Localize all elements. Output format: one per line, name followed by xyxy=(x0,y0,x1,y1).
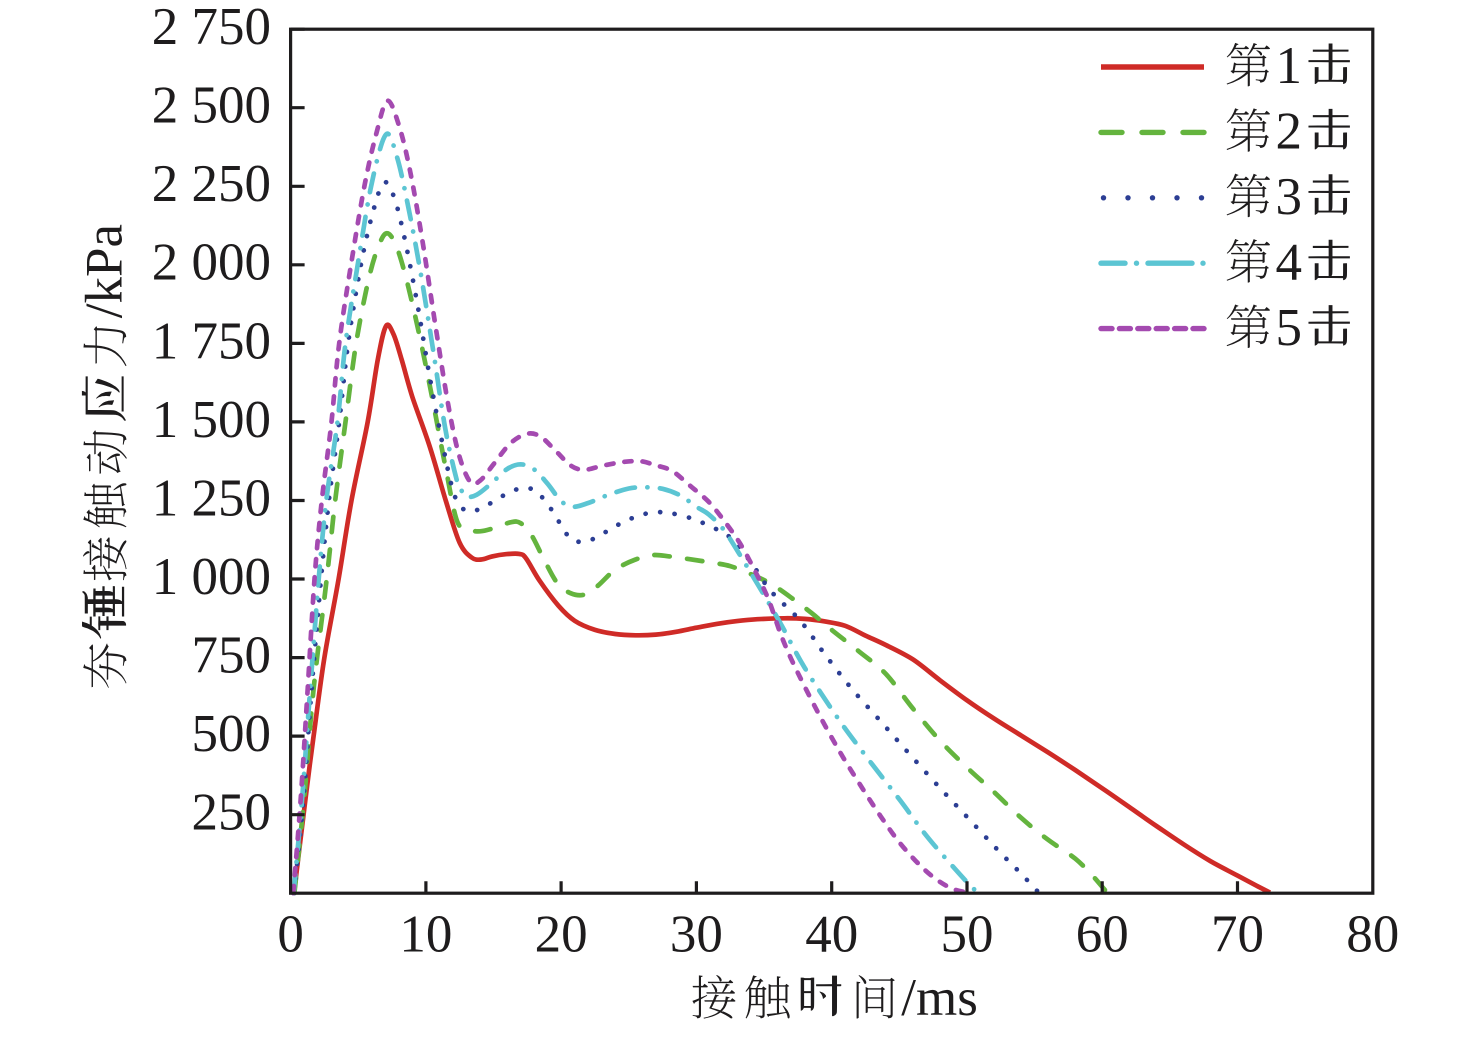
svg-text:20: 20 xyxy=(535,906,588,964)
svg-text:500: 500 xyxy=(192,705,272,763)
svg-text:40: 40 xyxy=(805,906,858,964)
svg-text:30: 30 xyxy=(670,906,723,964)
svg-text:/ms: /ms xyxy=(901,969,978,1027)
svg-text:250: 250 xyxy=(192,784,272,842)
svg-text:1 500: 1 500 xyxy=(152,391,271,449)
svg-text:5: 5 xyxy=(1275,299,1302,357)
svg-text:70: 70 xyxy=(1211,906,1264,964)
svg-text:10: 10 xyxy=(399,906,452,964)
svg-text:4: 4 xyxy=(1275,233,1302,291)
svg-text:80: 80 xyxy=(1346,906,1399,964)
svg-text:1: 1 xyxy=(1275,37,1302,95)
svg-text:0: 0 xyxy=(277,906,304,964)
svg-text:2 250: 2 250 xyxy=(152,155,271,213)
svg-text:1 250: 1 250 xyxy=(152,469,271,527)
svg-text:2: 2 xyxy=(1275,103,1302,161)
svg-text:3: 3 xyxy=(1275,168,1302,226)
svg-text:2 000: 2 000 xyxy=(152,234,271,292)
svg-text:1 000: 1 000 xyxy=(152,548,271,606)
svg-text:750: 750 xyxy=(192,627,272,685)
svg-text:/kPa: /kPa xyxy=(76,224,134,318)
svg-text:2 750: 2 750 xyxy=(152,0,271,56)
svg-text:2 500: 2 500 xyxy=(152,77,271,135)
svg-text:60: 60 xyxy=(1076,906,1129,964)
svg-text:50: 50 xyxy=(941,906,994,964)
svg-text:1 750: 1 750 xyxy=(152,312,271,370)
